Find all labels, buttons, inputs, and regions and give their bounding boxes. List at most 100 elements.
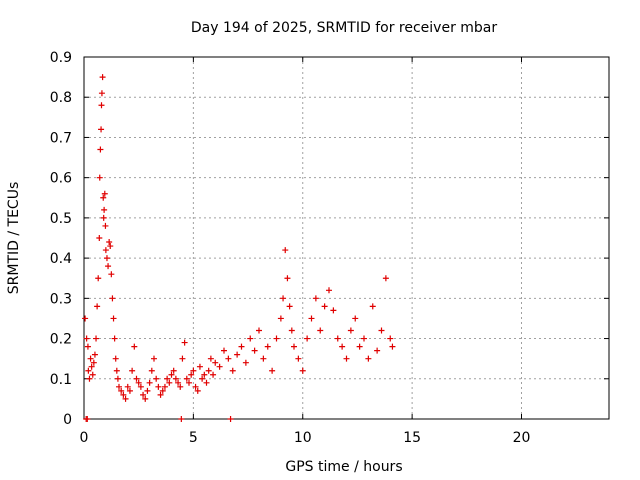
data-point <box>96 174 103 181</box>
data-point <box>90 359 97 366</box>
data-point <box>326 287 332 294</box>
data-point <box>94 303 101 310</box>
data-point <box>201 371 208 378</box>
data-point <box>114 375 121 382</box>
data-point <box>99 74 106 81</box>
y-tick-label: 0.2 <box>50 332 72 348</box>
data-point <box>288 327 295 334</box>
data-point <box>339 343 346 350</box>
data-point <box>210 371 217 378</box>
data-point <box>87 355 94 362</box>
data-point <box>343 355 350 362</box>
data-point <box>131 343 138 350</box>
data-point <box>365 355 372 362</box>
data-point <box>183 375 190 382</box>
data-point <box>286 303 293 310</box>
y-tick-label: 0.1 <box>50 372 72 388</box>
data-point <box>374 347 381 354</box>
data-point <box>387 335 394 342</box>
data-point <box>282 247 289 254</box>
data-point <box>151 355 157 362</box>
data-point <box>251 347 258 354</box>
data-point <box>179 355 186 362</box>
data-point <box>238 343 245 350</box>
data-point <box>161 383 168 390</box>
data-point <box>175 379 182 386</box>
data-point <box>166 379 173 386</box>
data-point <box>361 335 367 342</box>
data-point <box>106 239 113 246</box>
x-axis-label: GPS time / hours <box>285 459 402 475</box>
axes <box>83 56 610 420</box>
data-point <box>91 351 98 358</box>
data-point <box>101 190 108 197</box>
data-point <box>108 271 115 278</box>
data-point <box>110 315 117 322</box>
data-point <box>86 375 93 382</box>
data-point <box>98 90 105 97</box>
y-tick-label: 0.6 <box>50 171 72 187</box>
x-tick-label: 0 <box>80 430 89 446</box>
data-point <box>124 383 131 390</box>
y-axis-label: SRMTID / TECUs <box>6 182 22 295</box>
data-point <box>378 327 385 334</box>
data-point <box>181 339 188 346</box>
data-point <box>98 102 105 109</box>
data-point <box>85 367 92 374</box>
data-point <box>112 355 119 362</box>
data-point <box>111 335 118 342</box>
y-tick-label: 0.5 <box>50 211 72 227</box>
data-point <box>97 146 104 153</box>
data-point <box>84 416 91 422</box>
data-point <box>203 379 210 386</box>
data-point <box>83 335 90 342</box>
data-point <box>133 375 140 382</box>
data-point <box>100 214 107 221</box>
data-point <box>369 303 376 310</box>
data-point <box>256 327 262 334</box>
grid <box>84 57 609 419</box>
data-point <box>277 315 284 322</box>
data-point <box>98 126 105 133</box>
y-tick-label: 0 <box>63 412 72 428</box>
data-point <box>352 315 359 322</box>
data-point <box>234 351 241 358</box>
data-point <box>170 367 177 374</box>
data-point <box>227 416 234 422</box>
data-point <box>212 359 219 366</box>
data-point <box>194 387 201 394</box>
y-tick-label: 0.4 <box>50 251 72 267</box>
data-point <box>172 375 179 382</box>
data-point <box>321 303 328 310</box>
data-point <box>216 363 223 370</box>
data-point <box>144 387 151 394</box>
data-point <box>334 335 341 342</box>
x-tick-label: 5 <box>189 430 198 446</box>
data-point <box>308 315 315 322</box>
data-point <box>186 379 192 386</box>
data-point <box>157 391 164 398</box>
data-point <box>291 343 297 350</box>
data-point <box>102 222 109 229</box>
data-point <box>118 387 125 394</box>
data-point <box>159 387 166 394</box>
data-point <box>356 343 363 350</box>
data-point <box>88 363 95 370</box>
data-point <box>221 347 227 354</box>
data-point <box>312 295 319 302</box>
data-point <box>135 379 142 386</box>
data-point <box>207 355 214 362</box>
data-point <box>164 375 171 382</box>
data-point <box>347 327 354 334</box>
x-tick-label: 15 <box>403 430 421 446</box>
data-point <box>225 355 232 362</box>
data-point <box>93 335 100 342</box>
data-point <box>140 391 147 398</box>
data-point <box>109 295 116 302</box>
ticks: 0 0.1 0.2 0.3 0.4 0.5 0.6 0.7 0.8 0.9 0 5 10 15 20 <box>50 50 609 446</box>
data-point <box>264 343 271 350</box>
data-point <box>113 367 120 374</box>
data-point <box>199 375 206 382</box>
data-points <box>82 74 396 422</box>
